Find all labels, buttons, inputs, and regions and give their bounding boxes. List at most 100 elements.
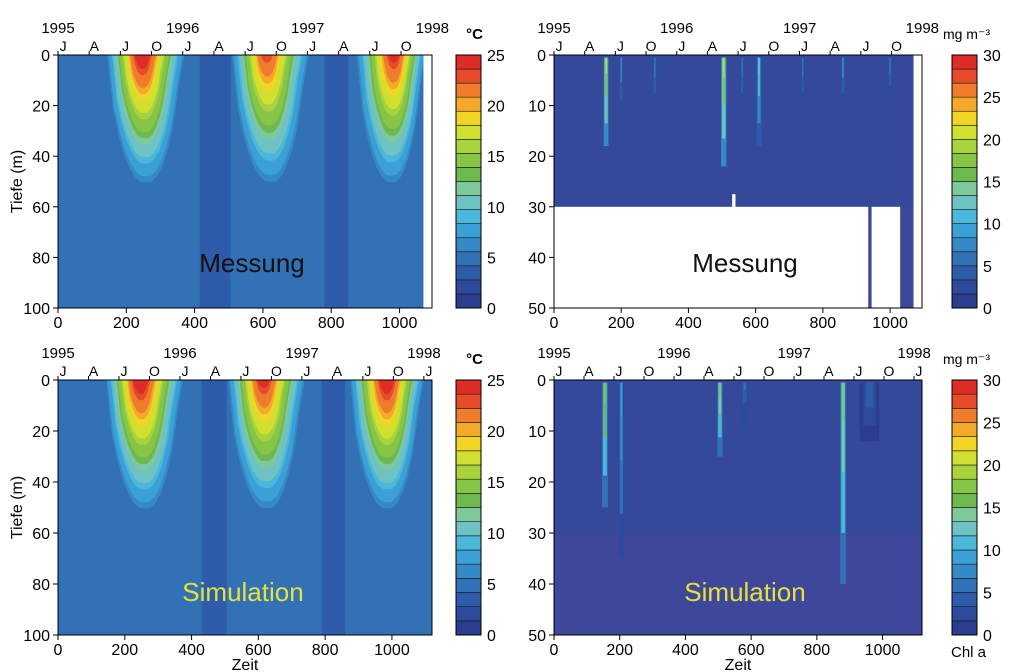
colorbar-segment [951,549,978,565]
y-tick-label: 10 [528,424,546,441]
colorbar-segment [455,606,482,622]
month-label: A [90,38,100,54]
colorbar-segment [455,181,482,196]
month-label: O [768,38,779,54]
colorbar-tick-label: 0 [487,628,496,645]
colorbar-segment [951,464,978,480]
x-tick-label: 200 [608,315,635,332]
colorbar-segment [951,279,978,295]
panel-label: Simulation [684,577,805,607]
colorbar-segment [455,195,482,210]
bloom-mark [620,382,623,461]
x-tick-label: 0 [54,315,63,332]
colorbar-segment [455,379,482,395]
colorbar-tick-label: 10 [983,217,1001,234]
winter-mixing-block [199,55,231,308]
month-label: O [401,38,412,54]
bloom-mark [605,57,607,74]
month-label: J [247,38,254,54]
x-tick-label: 1000 [865,642,901,659]
colorbar-segment [951,139,978,154]
y-tick-label: 0 [41,373,50,390]
year-label: 1997 [285,345,318,362]
colorbar-segment [455,265,482,281]
month-label: O [271,363,282,379]
colorbar-tick-label: 5 [487,250,496,267]
year-label: 1995 [537,20,570,37]
y-tick-label: 40 [32,475,50,492]
isotherm-24 [134,55,151,69]
month-label: O [149,363,160,379]
x-tick-label: 200 [113,315,140,332]
colorbar-segment [455,507,482,522]
colorbar-segment [455,209,482,224]
colorbar-tick-label: 25 [487,48,505,65]
month-label: J [915,363,922,379]
isotherm-24 [388,55,400,63]
colorbar-tick-label: 0 [983,628,992,645]
colorbar-segment [455,153,482,168]
colorbar-tick-label: 20 [983,132,1001,149]
plot-area [554,55,922,308]
colorbar-segment [455,408,482,423]
month-label: O [393,363,404,379]
colorbar-tick-label: 5 [983,586,992,603]
colorbar-tick-label: 0 [983,301,992,318]
colorbar-unit: mg m⁻³ [943,26,990,42]
month-label: J [801,38,808,54]
colorbar-segment [951,54,978,70]
month-label: J [675,363,682,379]
colorbar-tick-label: 25 [983,90,1001,107]
month-label: A [824,363,834,379]
colorbar-segment [951,195,978,210]
y-tick-label: 30 [528,526,546,543]
colorbar-segment [455,549,482,565]
colorbar-unit: mg m⁻³ [943,351,990,367]
month-label: J [735,363,742,379]
colorbar-segment [455,82,482,98]
colorbar-segment [951,379,978,395]
colorbar: 0 5 10 15 20 25 30 mg m⁻³ Chl a [943,351,1001,661]
no-data-area [423,55,432,308]
y-tick-label: 0 [537,373,546,390]
data-gap [732,194,736,207]
colorbar-segment [455,450,482,466]
year-label: 1998 [416,20,449,37]
colorbar-segment [951,493,978,508]
month-label: O [891,38,902,54]
bloom-mark [865,382,874,408]
x-tick-label: 600 [738,642,765,659]
y-axis-label: Tiefe (m) [9,476,26,539]
panel-label: Messung [199,248,305,278]
month-label: J [556,38,563,54]
month-label: O [151,38,162,54]
y-tick-label: 20 [528,149,546,166]
colorbar-segment [455,478,482,494]
colorbar-segment [951,82,978,98]
bloom-mark [604,382,606,406]
colorbar-segment [455,110,482,126]
month-label: A [585,38,595,54]
year-label: 1996 [657,345,690,362]
colorbar-segment [455,293,482,309]
y-tick-label: 0 [537,48,546,65]
month-label: O [643,363,654,379]
colorbar-segment [951,124,978,140]
bloom-mark [802,57,804,66]
colorbar-segment [951,223,978,239]
colorbar-segment [455,578,482,593]
month-label: O [276,38,287,54]
month-label: J [242,363,249,379]
colorbar-tick-label: 20 [983,458,1001,475]
bloom-mark [620,382,622,416]
x-tick-label: 400 [672,642,699,659]
colorbar-frame [951,379,978,636]
colorbar-segment [455,54,482,70]
month-label: J [615,363,622,379]
month-label: O [883,363,894,379]
y-tick-label: 60 [32,200,50,217]
colorbar-segment [951,68,978,84]
colorbar-segment [455,139,482,154]
colorbar-segment [951,563,978,579]
